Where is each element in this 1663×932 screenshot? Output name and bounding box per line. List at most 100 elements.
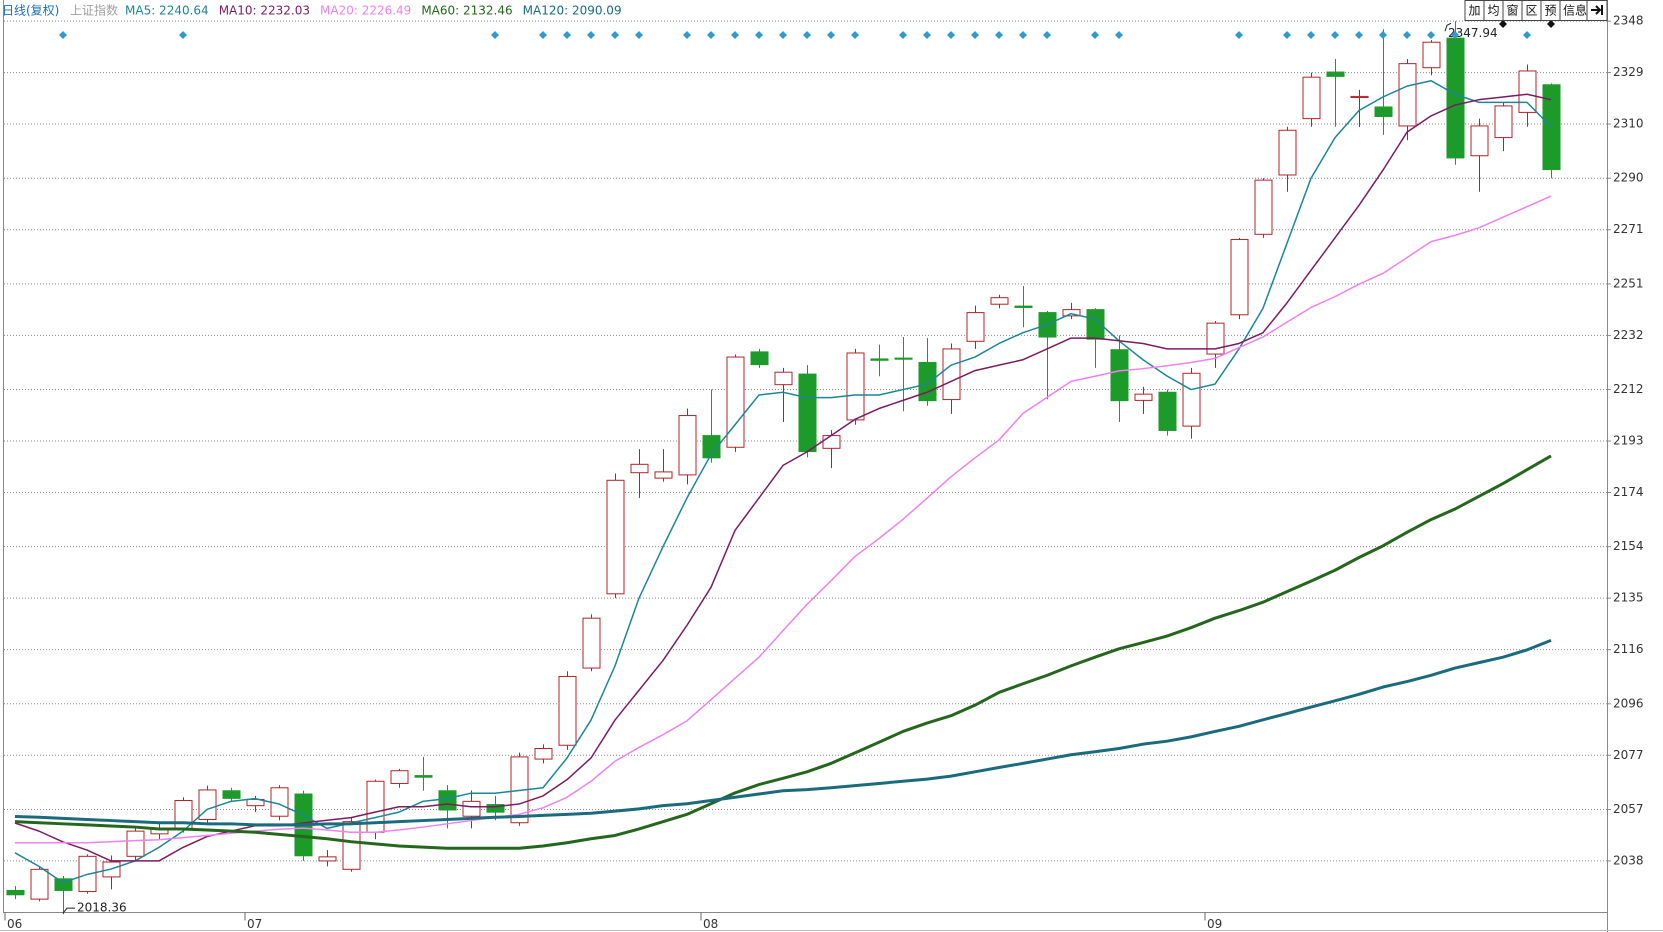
candle-body — [534, 748, 553, 760]
toolbar-button[interactable]: 区 — [1521, 0, 1542, 21]
toolbar-button[interactable]: 均 — [1483, 0, 1504, 21]
y-tick-label: 2212 — [1613, 382, 1644, 396]
candle-body — [1494, 105, 1513, 139]
toolbar-arrow-icon[interactable] — [1591, 5, 1603, 15]
legend-entry: MA20: 2226.49 — [320, 4, 411, 18]
candle-body — [390, 770, 409, 784]
y-tick-label: 2057 — [1613, 802, 1644, 816]
signal-diamond — [587, 31, 595, 39]
signal-diamond — [923, 31, 931, 39]
ma-line — [14, 454, 1552, 850]
toolbar-button[interactable]: 加 — [1464, 0, 1485, 21]
signal-diamond — [1379, 31, 1387, 39]
low-label: 2018.36 — [77, 901, 127, 915]
signal-diamond — [1547, 20, 1555, 28]
y-tick-label: 2310 — [1613, 117, 1644, 131]
toolbar-button[interactable]: 预 — [1540, 0, 1561, 21]
signal-diamond — [1427, 31, 1435, 39]
y-tick-label: 2174 — [1613, 485, 1644, 499]
signal-diamond — [1451, 31, 1459, 39]
ma-line — [14, 79, 1552, 884]
chart-title: 日线(复权) — [2, 4, 59, 18]
signal-diamond — [563, 31, 571, 39]
candle-body — [1158, 391, 1177, 431]
signal-diamond — [1355, 31, 1363, 39]
candle-body — [990, 297, 1009, 305]
candle-body — [1374, 106, 1393, 117]
signal-diamond — [683, 31, 691, 39]
candle-body — [1278, 129, 1297, 176]
x-tick-label: 09 — [1207, 917, 1222, 931]
candle-body — [1398, 63, 1417, 127]
y-tick-label: 2271 — [1613, 222, 1644, 236]
signal-diamond — [1019, 31, 1027, 39]
toolbar-button[interactable]: 信息 — [1559, 0, 1591, 21]
y-tick-label: 2290 — [1613, 171, 1644, 185]
candle-body — [1422, 41, 1441, 69]
y-tick-label: 2096 — [1613, 696, 1644, 710]
y-tick-label: 2077 — [1613, 748, 1644, 762]
signal-diamond — [539, 31, 547, 39]
signal-diamond — [1283, 31, 1291, 39]
y-tick-label: 2135 — [1613, 591, 1644, 605]
signal-diamond — [1043, 31, 1051, 39]
candle-body — [774, 371, 793, 386]
candle-body — [750, 351, 769, 366]
signal-diamond — [707, 31, 715, 39]
high-leader — [1444, 22, 1452, 32]
toolbar-button-label[interactable]: 区 — [1525, 4, 1537, 18]
candle-body — [30, 868, 49, 900]
high-label: 2347.94 — [1448, 26, 1498, 40]
candle-body — [318, 856, 337, 862]
candle-body — [1062, 309, 1081, 317]
toolbar-button-label[interactable]: 预 — [1544, 4, 1556, 18]
candle-body — [1350, 95, 1369, 99]
candle-body — [486, 804, 505, 813]
header: 日线(复权) 上证指数 MA5: 2240.64 MA10: 2232.03 MA2… — [2, 3, 622, 18]
candle-body — [894, 357, 913, 360]
toolbar-button-label[interactable]: 窗 — [1506, 4, 1518, 18]
y-tick-label: 2038 — [1613, 853, 1644, 867]
candle-body — [1518, 70, 1537, 113]
candle-body — [462, 800, 481, 817]
candle-body — [1182, 372, 1201, 427]
signal-diamond — [635, 31, 643, 39]
signal-diamond — [755, 31, 763, 39]
signal-diamond — [1091, 31, 1099, 39]
candle-body — [342, 821, 361, 870]
candle-body — [678, 415, 697, 476]
signal-diamond — [1115, 31, 1123, 39]
signal-diamond — [1235, 31, 1243, 39]
signal-diamond — [827, 31, 835, 39]
signal-diamond — [1403, 31, 1411, 39]
signal-diamond — [803, 31, 811, 39]
candle-body — [1110, 349, 1129, 402]
signal-diamond — [779, 31, 787, 39]
candle-body — [414, 775, 433, 778]
low-leader — [62, 907, 75, 914]
candle-body — [1134, 393, 1153, 401]
candle-body — [582, 617, 601, 669]
legend-entry: MA10: 2232.03 — [219, 4, 310, 18]
y-tick-label: 2329 — [1613, 65, 1644, 79]
signal-diamond — [899, 31, 907, 39]
candle-body — [1230, 238, 1249, 316]
signal-diamond — [1307, 31, 1315, 39]
x-tick-label: 07 — [247, 917, 262, 931]
toolbar-button-label[interactable]: 加 — [1468, 4, 1480, 18]
signal-diamond — [1499, 20, 1507, 28]
toolbar-arrow[interactable] — [1586, 0, 1608, 21]
legend-entry: MA5: 2240.64 — [125, 4, 209, 18]
candle-body — [606, 479, 625, 595]
x-tick-label: 08 — [703, 917, 718, 931]
toolbar-button-label[interactable]: 均 — [1487, 4, 1499, 18]
y-tick-label: 2348 — [1613, 14, 1644, 28]
candle-body — [918, 361, 937, 402]
signal-diamond — [1331, 31, 1339, 39]
toolbar-button[interactable]: 窗 — [1502, 0, 1523, 21]
candle-body — [966, 312, 985, 342]
toolbar-button-label[interactable]: 信息 — [1563, 3, 1587, 18]
candle-body — [846, 352, 865, 421]
